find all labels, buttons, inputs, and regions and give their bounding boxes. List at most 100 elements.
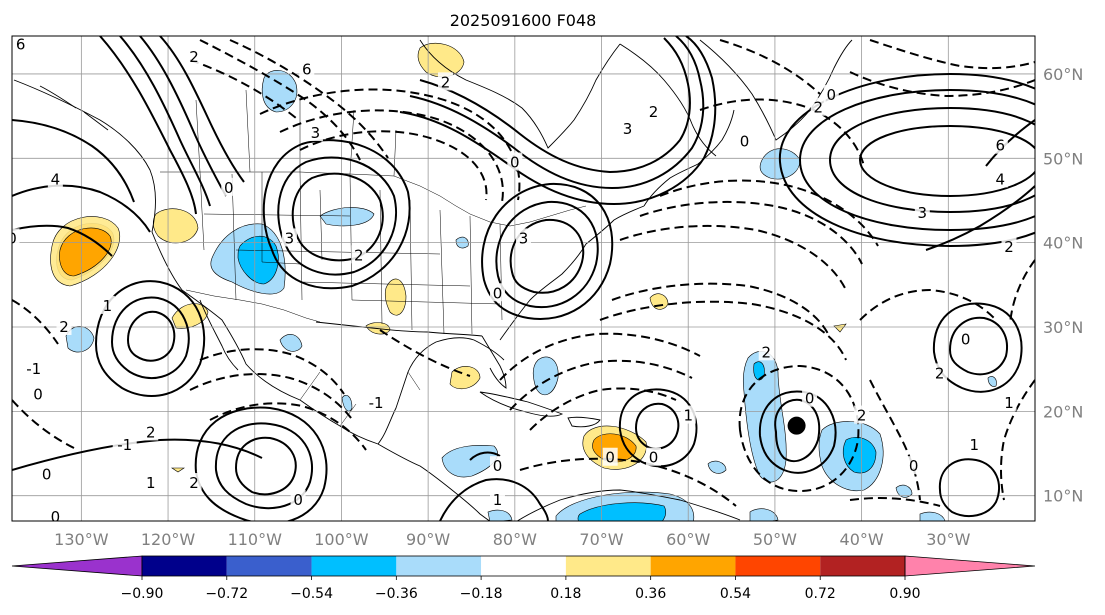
contour-label: 0 [805,390,815,408]
contour-mid-atl-8 [869,39,1035,70]
contour-label-bg [99,295,115,314]
contour-label-bg [112,435,137,454]
contour-east-1 [925,185,1035,251]
contour-label: 0 [649,449,659,467]
contour-label: 2 [146,423,156,441]
contour-southwest-2 [12,299,59,345]
coastline-baja [199,299,239,371]
border-canada-provinces [195,89,397,177]
contour-lower-south [439,478,549,521]
longitude-label: 30°W [926,530,970,549]
contour-label-bg [489,456,505,475]
colorbar-extend-min [11,555,143,577]
contour-label: 1 [493,491,503,509]
contour-label: 6 [16,35,26,53]
cool-anomaly-south-d [487,509,513,521]
contour-high-rockies-3 [262,139,411,290]
contour-label-bg [932,363,948,382]
contour-east-coast-1 [985,119,1035,167]
colorbar-tick-label: −0.54 [290,586,333,602]
contour-east-atl-3 [1000,379,1035,501]
contour-high-east-atl-2 [932,302,1023,393]
contour-label-bg [646,447,662,466]
longitude-label: 60°W [666,530,710,549]
contour-label: 1 [1004,394,1014,412]
longitude-label: 120°W [141,530,196,549]
contour-mid-atl-7 [719,39,821,95]
contour-label: 1 [683,407,693,425]
contour-label: 3 [918,204,928,222]
contour-label-bg [602,447,618,466]
latitude-label: 60°N [1043,65,1083,84]
contour-label-bg [489,489,505,508]
latitude-label: 30°N [1043,318,1083,337]
warm-anomaly-small-1 [833,323,847,333]
contour-label: 0 [826,86,836,104]
contour-label: 4 [996,170,1006,188]
contour-label-bg [39,464,55,483]
coastline-hudson-bay [419,39,621,149]
contour-mid-atl-9 [849,71,1035,98]
contour-label: 2 [857,407,867,425]
contour-pacific-arc [12,119,135,203]
contour-label-bg [437,72,453,91]
longitude-label: 130°W [54,530,109,549]
contour-mid-atl-5 [659,179,879,247]
cool-anomaly-pacific [65,326,95,353]
contour-high-east-3 [481,182,614,320]
contour-label: 3 [285,229,295,247]
longitude-label: 50°W [753,530,797,549]
contour-jet-hudson-1 [419,37,691,174]
contour-label-bg [290,489,306,508]
colorbar-segment [481,556,566,576]
cool-anomaly-east-atl-core [842,437,877,474]
contour-label: 2 [59,318,69,336]
contour-label-bg [810,97,826,116]
contour-mid-atl-3 [619,224,847,291]
colorbar-segment [735,556,821,576]
cool-anomaly-canada [261,70,298,113]
contour-label: 0 [51,508,61,526]
contour-label: 6 [302,61,312,79]
contour-label-bg [221,177,237,196]
contour-label-bg [143,473,159,492]
colorbar-extend-max [904,555,1036,577]
colorbar-segment [311,556,397,576]
contour-label-bg [364,392,389,411]
coastline-north-america-west [13,79,379,445]
contour-label-bg [489,283,505,302]
colorbar-tick-label: 0.90 [889,586,920,602]
contour-label: 2 [649,103,659,121]
contour-high-caribbean-1 [634,402,680,450]
colorbar-segment [650,556,736,576]
warm-anomaly-baja [171,303,209,329]
contour-label: 2 [189,474,199,492]
contour-east-atl-1 [859,288,995,321]
cool-anomaly-small-b [895,484,913,498]
coastline-alaska-islands [39,85,109,131]
contour-jet-canada-4 [159,36,245,183]
colorbar-tick-label: 0.18 [550,586,581,602]
colorbar-frame [141,555,906,577]
contour-tropics-1 [199,348,345,395]
latitude-label: 40°N [1043,234,1083,253]
contour-high-north-atl-1 [858,124,1035,198]
border-us-mexico [185,289,321,323]
contour-low-central-1 [299,130,488,201]
colorbar-segment [396,556,482,576]
contour-high-east-atl-1 [948,316,1008,376]
contour-label: 2 [761,343,771,361]
contour-high-southeast [938,458,1001,518]
contour-high-north-atl-2 [828,106,1035,214]
contour-label-bg [620,118,636,137]
latitude-labels: 10°N 20°N 30°N 40°N 50°N 60°N [1043,65,1083,506]
contour-label-bg [47,169,63,188]
contour-label: 6 [996,137,1006,155]
contour-label-bg [1001,392,1017,411]
contour-label-bg [1001,236,1017,255]
contour-high-tropics-2 [214,422,313,510]
contour-jet-canada-1 [99,36,197,215]
longitude-labels: 130°W 120°W 110°W 100°W 90°W 80°W 70°W 60°W 50°W… [54,530,970,549]
contour-label: 2 [813,99,823,117]
